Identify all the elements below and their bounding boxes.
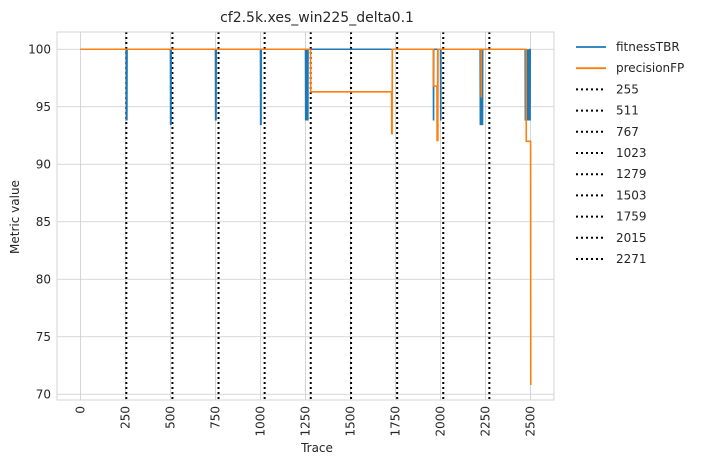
x-tick-label: 1250 — [299, 406, 313, 437]
x-tick-label: 250 — [118, 406, 132, 429]
y-tick-label: 100 — [28, 42, 51, 56]
plot-border — [56, 31, 555, 401]
legend-label-511: 511 — [616, 104, 639, 118]
chart-title: cf2.5k.xes_win225_delta0.1 — [220, 10, 414, 26]
y-axis-label: Metric value — [8, 180, 22, 254]
legend-label-2015: 2015 — [616, 231, 647, 245]
legend-label-fitnessTBR: fitnessTBR — [616, 40, 680, 54]
series-lines — [80, 48, 532, 386]
x-tick-label: 1500 — [344, 406, 358, 437]
x-tick-label: 2500 — [524, 406, 538, 437]
plot-frame — [56, 31, 555, 401]
x-tick-label: 500 — [163, 406, 177, 429]
x-tick-label: 2000 — [434, 406, 448, 437]
x-axis-label: Trace — [300, 441, 333, 455]
series-line-fitnessTBR — [80, 48, 532, 126]
legend-label-767: 767 — [616, 125, 639, 139]
x-tick-label: 1750 — [389, 406, 403, 437]
legend-label-1023: 1023 — [616, 146, 647, 160]
y-tick-label: 85 — [36, 215, 51, 229]
x-tick-label: 750 — [208, 406, 222, 429]
legend-label-2271: 2271 — [616, 252, 647, 266]
series-line-precisionFP — [80, 48, 532, 386]
x-tick-label: 0 — [73, 406, 87, 414]
x-tick-label: 2250 — [479, 406, 493, 437]
y-tick-label: 70 — [36, 387, 51, 401]
legend-label-1279: 1279 — [616, 167, 647, 181]
legend-label-1503: 1503 — [616, 188, 647, 202]
y-tick-label: 95 — [36, 100, 51, 114]
y-tick-label: 75 — [36, 330, 51, 344]
x-tick-label: 1000 — [253, 406, 267, 437]
y-tick-label: 90 — [36, 157, 51, 171]
legend-label-1759: 1759 — [616, 210, 647, 224]
legend: fitnessTBR precisionFP 255 511 767 1023 1279 15… — [576, 40, 684, 266]
legend-label-precisionFP: precisionFP — [616, 61, 684, 75]
legend-label-255: 255 — [616, 82, 639, 96]
y-tick-label: 80 — [36, 272, 51, 286]
